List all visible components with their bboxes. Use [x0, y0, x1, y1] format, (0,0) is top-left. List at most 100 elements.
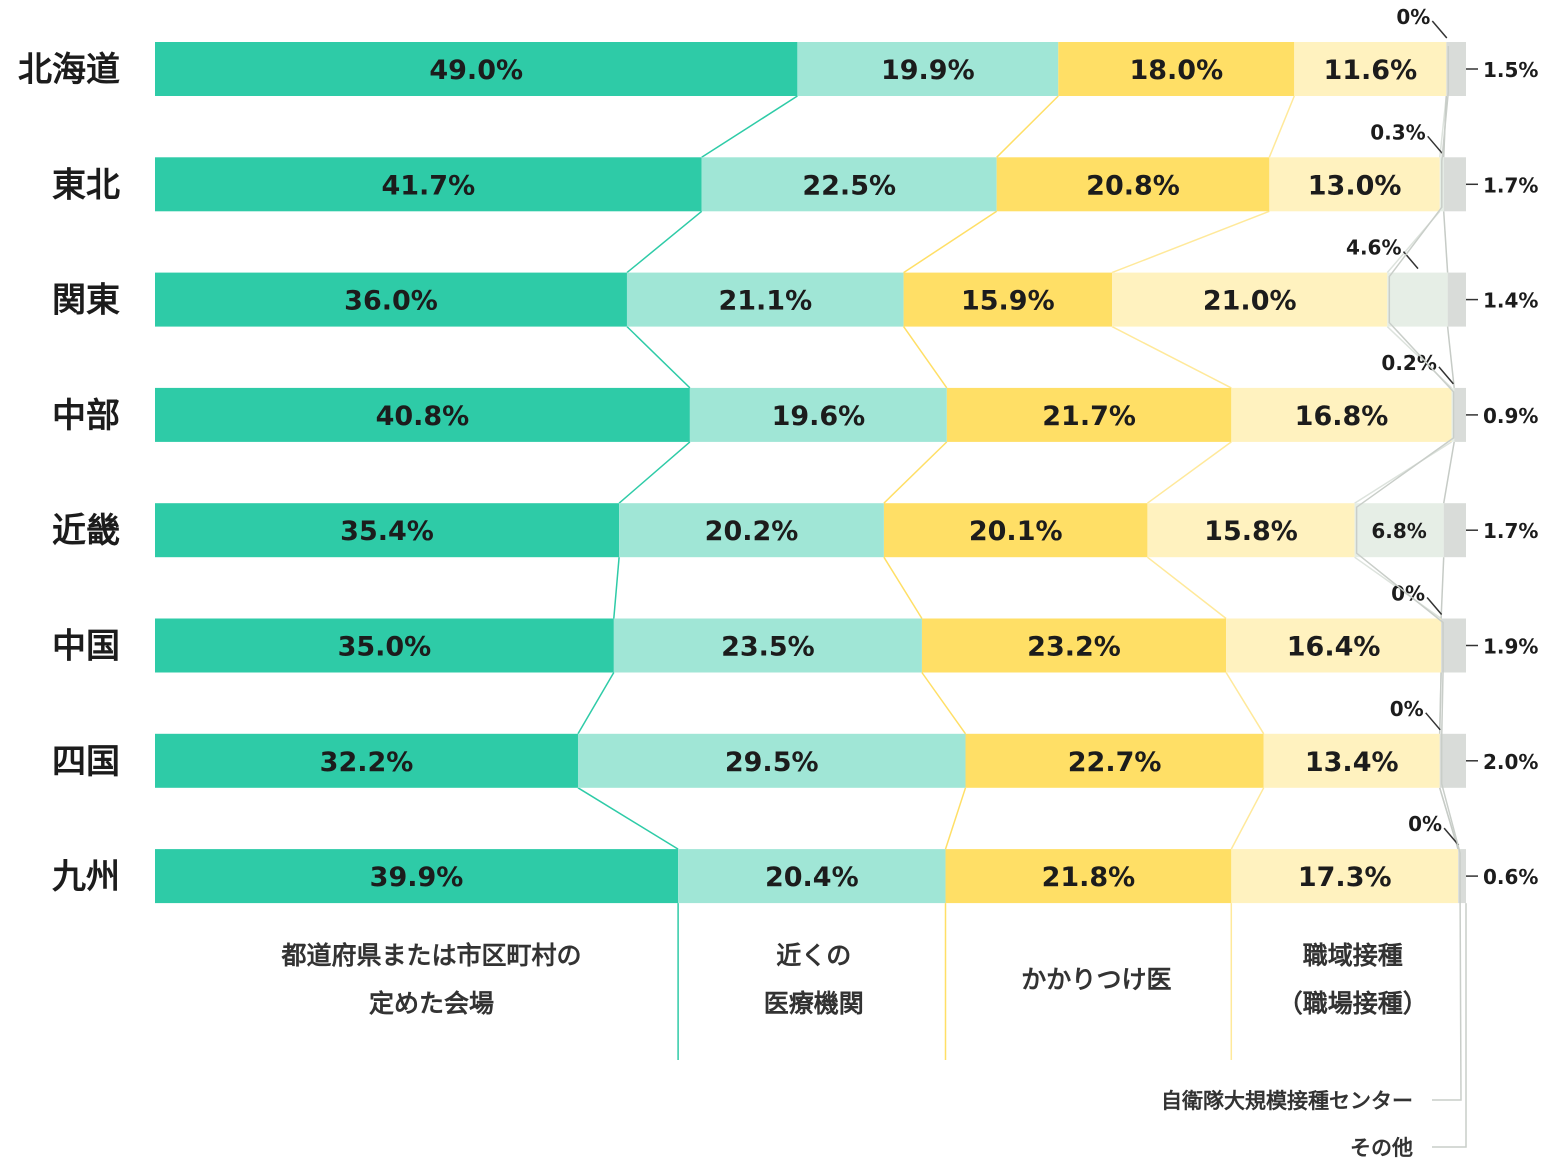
- bar-segment: [678, 849, 946, 904]
- bar-segment: [155, 733, 578, 788]
- bar-segment: [1231, 849, 1459, 904]
- connector-line: [577, 672, 615, 735]
- bar-segment: [1443, 157, 1466, 212]
- connector-line: [1146, 556, 1227, 620]
- bar-segment: [903, 272, 1113, 327]
- bar-segment: [1269, 157, 1440, 212]
- connector-line: [1225, 672, 1265, 735]
- connector-line: [1111, 325, 1232, 389]
- segment-value-label: 0%: [1396, 5, 1430, 29]
- bar-segment: [1447, 272, 1466, 327]
- segment-value-label: 17.3%: [1298, 862, 1392, 893]
- segment-value-label: 13.4%: [1305, 747, 1399, 778]
- legend-label: 都道府県または市区町村の: [280, 941, 581, 970]
- segment-value-label: 2.0%: [1483, 750, 1538, 774]
- bar-segment: [1387, 272, 1448, 327]
- callout-line: [1427, 135, 1443, 154]
- segment-value-label: 19.6%: [772, 401, 866, 432]
- segment-value-label: 0.9%: [1483, 404, 1538, 428]
- connector-line: [701, 95, 798, 158]
- segment-value-label: 21.8%: [1042, 862, 1136, 893]
- bar-segment: [155, 503, 620, 558]
- bar-segment: [1147, 503, 1355, 558]
- connector-line: [626, 210, 703, 274]
- connector-line: [1354, 441, 1453, 504]
- connector-line: [626, 326, 691, 389]
- segment-value-label: 41.7%: [381, 170, 475, 201]
- segment-value-label: 20.1%: [969, 516, 1063, 547]
- region-label: 中部: [52, 396, 120, 436]
- segment-value-label: 36.0%: [344, 286, 438, 317]
- segment-value-label: 1.7%: [1483, 519, 1538, 543]
- bar-segment: [155, 387, 690, 442]
- segment-value-label: 15.8%: [1204, 516, 1298, 547]
- connector-line: [577, 787, 679, 850]
- bar-segment: [797, 42, 1059, 96]
- segment-value-label: 39.9%: [370, 862, 464, 893]
- callout-line: [1443, 827, 1460, 846]
- legend-label: （職場接種）: [1278, 989, 1428, 1018]
- bar-segment: [155, 157, 702, 212]
- bar-segment: [626, 272, 904, 327]
- legend-label: 近くの: [776, 941, 851, 970]
- callout-line: [1425, 712, 1441, 731]
- segment-value-label: 11.6%: [1323, 55, 1417, 86]
- region-label: 近畿: [52, 511, 120, 551]
- segment-value-label: 0.2%: [1381, 351, 1436, 375]
- callout-line: [1426, 597, 1443, 615]
- region-label: 九州: [52, 857, 120, 897]
- segment-value-label: 1.5%: [1483, 58, 1538, 82]
- bar-segment: [613, 618, 922, 673]
- connector-line: [944, 787, 967, 850]
- region-label: 東北: [52, 165, 120, 205]
- connector-line: [883, 556, 923, 619]
- segment-value-label: 1.4%: [1483, 289, 1538, 313]
- bar-segment: [945, 849, 1232, 904]
- segment-value-label: 0.6%: [1483, 865, 1538, 889]
- bar-segment: [1231, 387, 1452, 442]
- segment-value-label: 18.0%: [1129, 55, 1223, 86]
- bar-rows: [155, 42, 1466, 904]
- connector-line: [1438, 672, 1442, 734]
- callout-line: [1431, 20, 1448, 39]
- legend-label: 自衛隊大規模接種センター: [1161, 1089, 1413, 1113]
- bar-segment: [1112, 272, 1388, 327]
- bar-segment: [155, 618, 614, 673]
- legend-label: かかりつけ医: [1021, 965, 1171, 994]
- segment-value-label: 20.8%: [1086, 170, 1180, 201]
- segment-value-label: 35.4%: [340, 516, 434, 547]
- bar-segment: [1454, 387, 1466, 442]
- bar-segment: [577, 733, 966, 788]
- connector-line: [902, 326, 948, 389]
- segment-value-label: 32.2%: [320, 747, 414, 778]
- segment-value-label: 40.8%: [376, 401, 470, 432]
- bar-segment: [155, 849, 679, 904]
- bar-segment: [1443, 503, 1466, 558]
- connector-line: [1442, 441, 1455, 504]
- connector-line: [1268, 95, 1295, 158]
- bar-segment: [1058, 42, 1295, 96]
- segment-value-label: 22.5%: [802, 170, 896, 201]
- region-label: 関東: [52, 281, 120, 321]
- segment-value-label: 23.5%: [721, 632, 815, 663]
- bar-segment: [155, 272, 627, 327]
- segment-value-label: 13.0%: [1308, 170, 1402, 201]
- bar-segment: [1226, 618, 1442, 673]
- region-label: 中国: [52, 627, 120, 667]
- bar-segment: [883, 503, 1148, 558]
- segment-value-label: 16.8%: [1295, 401, 1389, 432]
- bar-segment: [1458, 849, 1466, 904]
- legend-label: 定めた会場: [369, 989, 494, 1018]
- segment-value-label: 19.9%: [881, 55, 975, 86]
- connector-line: [618, 441, 691, 504]
- bar-segment: [1446, 42, 1466, 96]
- bar-segment: [701, 157, 997, 212]
- bar-segment: [1441, 618, 1466, 673]
- segment-value-label: 21.1%: [718, 286, 812, 317]
- bar-segment: [1294, 42, 1447, 96]
- segment-value-label: 0%: [1390, 697, 1424, 721]
- region-label: 四国: [52, 742, 120, 782]
- bar-segment: [619, 503, 884, 558]
